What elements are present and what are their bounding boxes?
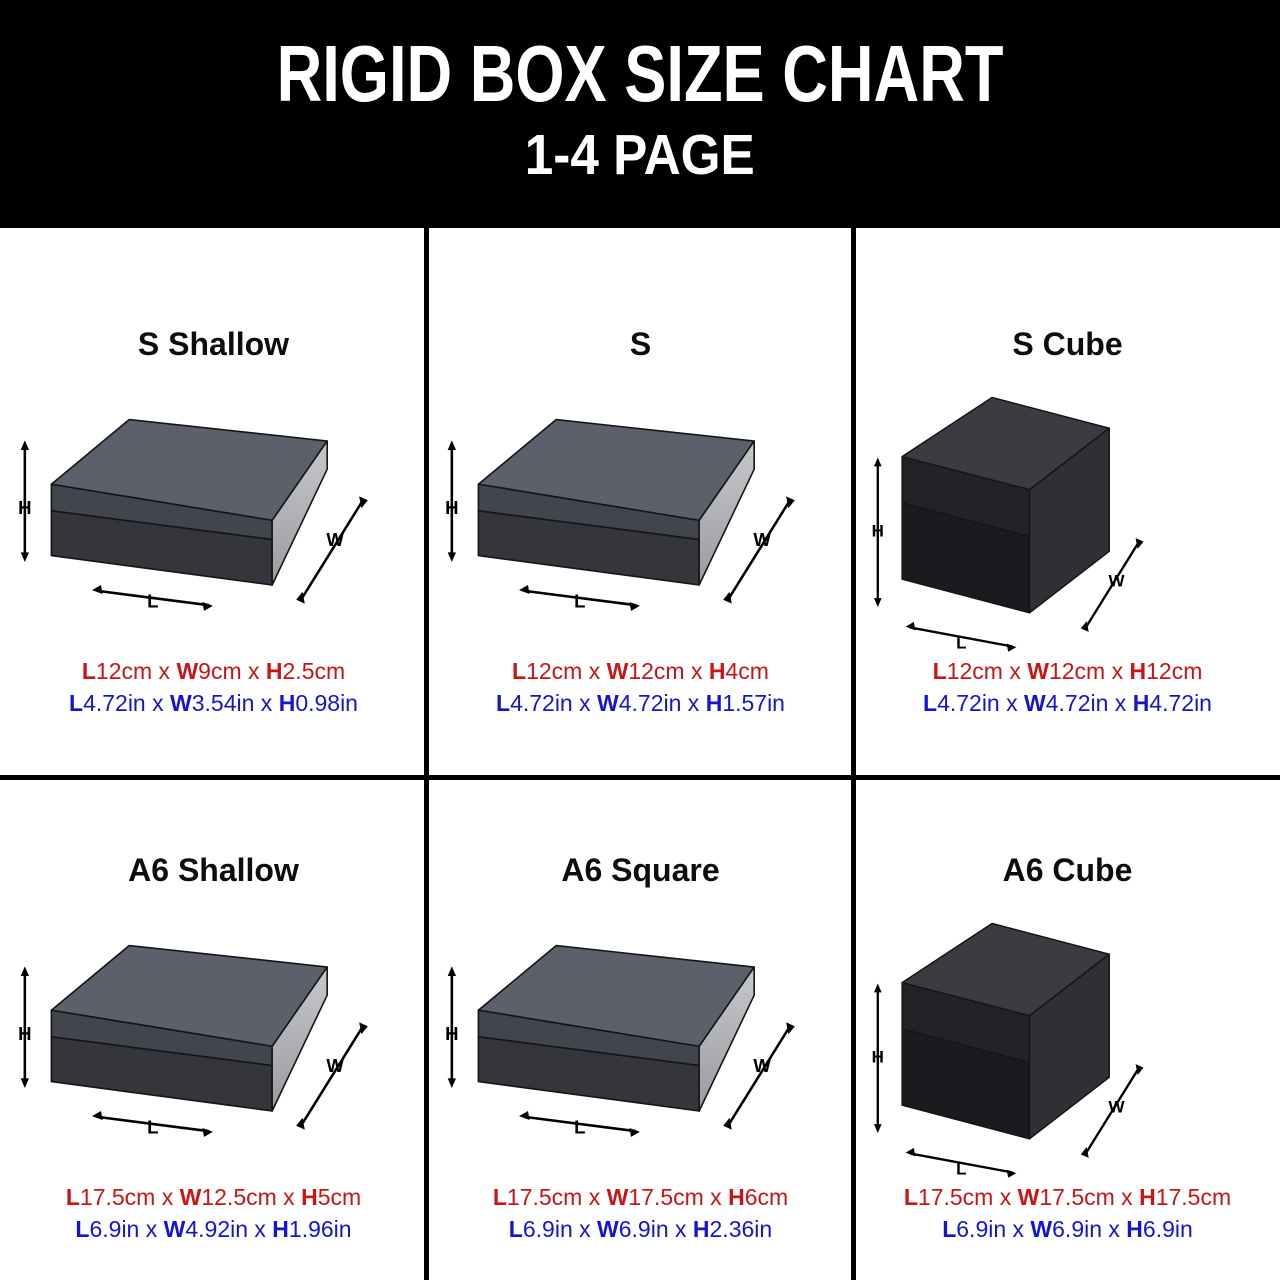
svg-text:L: L [574,590,585,611]
svg-text:L: L [956,1160,966,1179]
svg-text:L: L [574,1116,585,1137]
svg-text:W: W [326,1055,344,1076]
svg-text:L: L [147,590,158,611]
svg-text:H: H [445,1023,458,1044]
svg-text:L: L [147,1116,158,1137]
svg-text:W: W [1109,571,1126,590]
svg-text:W: W [753,529,771,550]
svg-text:H: H [872,1048,884,1067]
svg-text:W: W [753,1055,771,1076]
svg-text:H: H [445,497,458,518]
svg-text:W: W [1109,1097,1126,1116]
svg-text:H: H [18,497,31,518]
svg-text:H: H [18,1023,31,1044]
svg-text:W: W [326,529,344,550]
svg-text:H: H [872,522,884,541]
svg-text:L: L [956,634,966,653]
